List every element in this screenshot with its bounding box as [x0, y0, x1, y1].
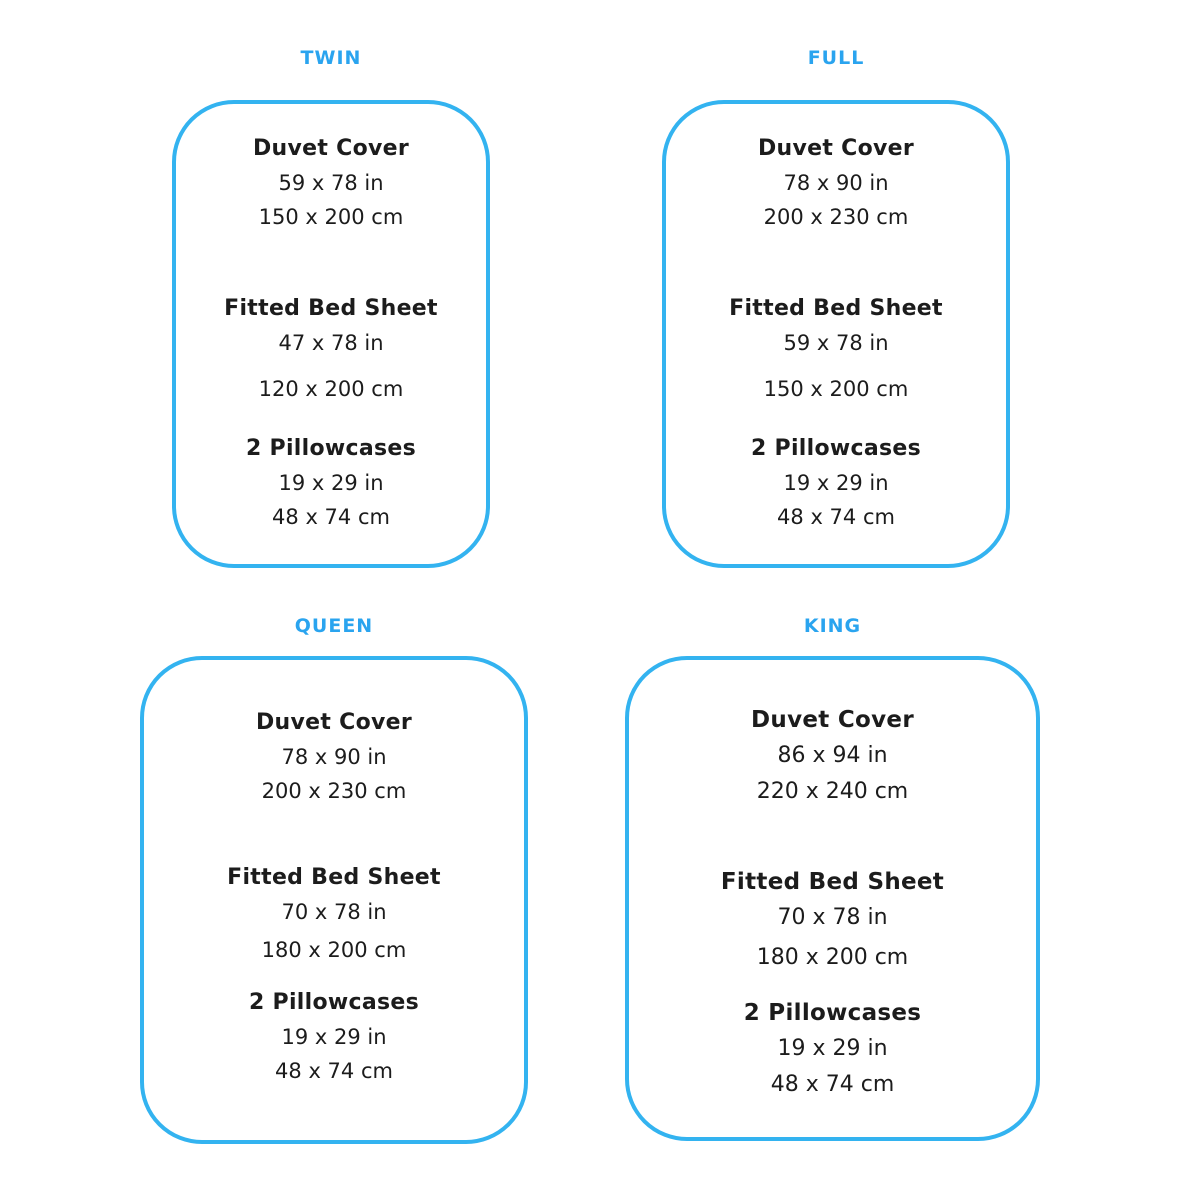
item-duvet-cover: Duvet Cover 86 x 94 in 220 x 240 cm — [751, 702, 914, 810]
item-name: Duvet Cover — [255, 710, 413, 735]
item-pillowcases: 2 Pillowcases 19 x 29 in 48 x 74 cm — [744, 995, 922, 1103]
item-name: 2 Pillowcases — [245, 436, 417, 461]
panel-title-twin: TWIN — [300, 47, 362, 69]
panel-twin: TWIN Duvet Cover 59 x 78 in 150 x 200 cm… — [172, 46, 490, 568]
item-name: Fitted Bed Sheet — [720, 869, 945, 895]
item-name: Fitted Bed Sheet — [729, 296, 943, 321]
item-dimensions-inches: 47 x 78 in — [278, 331, 384, 355]
panel-king: KING Duvet Cover 86 x 94 in 220 x 240 cm… — [625, 614, 1040, 1141]
item-name: Fitted Bed Sheet — [224, 296, 438, 321]
item-dimensions-inches: 19 x 29 in — [278, 471, 384, 495]
item-dimensions-cm: 180 x 200 cm — [261, 938, 407, 962]
size-box-twin: Duvet Cover 59 x 78 in 150 x 200 cm Fitt… — [172, 100, 490, 568]
item-name: 2 Pillowcases — [750, 436, 922, 461]
panel-title-king: KING — [803, 615, 862, 637]
item-name: Fitted Bed Sheet — [227, 865, 441, 890]
item-name: Duvet Cover — [757, 136, 915, 161]
item-dimensions-cm: 48 x 74 cm — [770, 1072, 895, 1097]
item-dimensions-cm: 48 x 74 cm — [275, 1059, 393, 1083]
item-dimensions-inches: 70 x 78 in — [777, 905, 888, 930]
size-box-king: Duvet Cover 86 x 94 in 220 x 240 cm Fitt… — [625, 656, 1040, 1141]
item-fitted-bed-sheet: Fitted Bed Sheet 47 x 78 in 120 x 200 cm — [224, 292, 438, 406]
panel-title-full: FULL — [807, 47, 865, 69]
size-box-queen: Duvet Cover 78 x 90 in 200 x 230 cm Fitt… — [140, 656, 528, 1144]
item-name: 2 Pillowcases — [248, 990, 420, 1015]
item-dimensions-cm: 200 x 230 cm — [261, 779, 407, 803]
item-pillowcases: 2 Pillowcases 19 x 29 in 48 x 74 cm — [246, 432, 416, 534]
item-name: Duvet Cover — [751, 707, 914, 733]
item-dimensions-inches: 78 x 90 in — [281, 745, 387, 769]
item-dimensions-inches: 59 x 78 in — [783, 331, 889, 355]
item-dimensions-inches: 86 x 94 in — [777, 743, 888, 768]
item-pillowcases: 2 Pillowcases 19 x 29 in 48 x 74 cm — [249, 986, 419, 1088]
item-dimensions-inches: 78 x 90 in — [783, 171, 889, 195]
item-duvet-cover: Duvet Cover 78 x 90 in 200 x 230 cm — [256, 706, 412, 808]
item-name: Duvet Cover — [252, 136, 410, 161]
item-fitted-bed-sheet: Fitted Bed Sheet 59 x 78 in 150 x 200 cm — [729, 292, 943, 406]
item-dimensions-cm: 48 x 74 cm — [272, 505, 390, 529]
item-dimensions-inches: 70 x 78 in — [281, 900, 387, 924]
item-name: 2 Pillowcases — [743, 1000, 922, 1026]
item-dimensions-cm: 48 x 74 cm — [777, 505, 895, 529]
size-box-full: Duvet Cover 78 x 90 in 200 x 230 cm Fitt… — [662, 100, 1010, 568]
item-fitted-bed-sheet: Fitted Bed Sheet 70 x 78 in 180 x 200 cm — [721, 864, 944, 976]
panel-full: FULL Duvet Cover 78 x 90 in 200 x 230 cm… — [662, 46, 1010, 568]
panel-title-queen: QUEEN — [294, 615, 374, 637]
item-duvet-cover: Duvet Cover 59 x 78 in 150 x 200 cm — [253, 132, 409, 234]
panel-queen: QUEEN Duvet Cover 78 x 90 in 200 x 230 c… — [140, 614, 528, 1144]
item-dimensions-inches: 19 x 29 in — [783, 471, 889, 495]
item-dimensions-cm: 220 x 240 cm — [756, 779, 909, 804]
item-dimensions-cm: 150 x 200 cm — [763, 377, 909, 401]
item-fitted-bed-sheet: Fitted Bed Sheet 70 x 78 in 180 x 200 cm — [227, 861, 441, 967]
item-dimensions-cm: 150 x 200 cm — [258, 205, 404, 229]
item-pillowcases: 2 Pillowcases 19 x 29 in 48 x 74 cm — [751, 432, 921, 534]
item-dimensions-cm: 200 x 230 cm — [763, 205, 909, 229]
item-dimensions-cm: 180 x 200 cm — [756, 945, 909, 970]
item-dimensions-inches: 59 x 78 in — [278, 171, 384, 195]
item-dimensions-inches: 19 x 29 in — [777, 1036, 888, 1061]
item-dimensions-cm: 120 x 200 cm — [258, 377, 404, 401]
item-duvet-cover: Duvet Cover 78 x 90 in 200 x 230 cm — [758, 132, 914, 234]
item-dimensions-inches: 19 x 29 in — [281, 1025, 387, 1049]
